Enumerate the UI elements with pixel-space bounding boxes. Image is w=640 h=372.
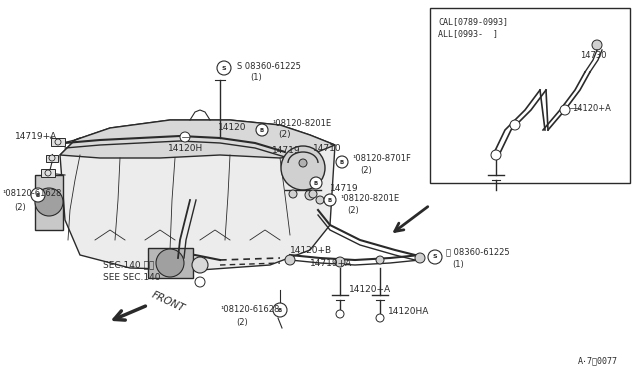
Text: 14120HA: 14120HA bbox=[388, 308, 429, 317]
Circle shape bbox=[217, 61, 231, 75]
Text: 14710: 14710 bbox=[313, 144, 342, 153]
Text: A⋅7：0077: A⋅7：0077 bbox=[578, 356, 618, 365]
Polygon shape bbox=[60, 120, 335, 158]
Text: ALL[0993-  ]: ALL[0993- ] bbox=[438, 29, 498, 38]
Circle shape bbox=[156, 249, 184, 277]
Text: S: S bbox=[433, 254, 437, 260]
Circle shape bbox=[305, 190, 315, 200]
Text: B: B bbox=[328, 198, 332, 202]
Polygon shape bbox=[60, 120, 335, 270]
Circle shape bbox=[180, 132, 190, 142]
Circle shape bbox=[324, 194, 336, 206]
Circle shape bbox=[289, 190, 297, 198]
Text: SEC.140 参照: SEC.140 参照 bbox=[103, 260, 154, 269]
Circle shape bbox=[415, 253, 425, 263]
Circle shape bbox=[336, 310, 344, 318]
Circle shape bbox=[428, 250, 442, 264]
Text: (2): (2) bbox=[347, 205, 359, 215]
Circle shape bbox=[316, 196, 324, 204]
Circle shape bbox=[510, 120, 520, 130]
Bar bbox=[430, 8, 630, 183]
Text: B: B bbox=[340, 160, 344, 164]
Text: CAL[0789-0993]: CAL[0789-0993] bbox=[438, 17, 508, 26]
Text: (2): (2) bbox=[360, 166, 372, 174]
Text: 14719+A: 14719+A bbox=[310, 259, 352, 267]
Circle shape bbox=[35, 188, 63, 216]
Text: S: S bbox=[221, 65, 227, 71]
Circle shape bbox=[491, 150, 501, 160]
Circle shape bbox=[45, 170, 51, 176]
Bar bbox=[46, 154, 58, 161]
Text: 14719: 14719 bbox=[272, 145, 301, 154]
Text: FRONT: FRONT bbox=[150, 290, 186, 314]
Text: 14120H: 14120H bbox=[168, 144, 204, 153]
Bar bbox=[148, 248, 193, 278]
Circle shape bbox=[256, 124, 268, 136]
Text: ¹08120-61628: ¹08120-61628 bbox=[220, 305, 280, 314]
Text: B: B bbox=[314, 180, 318, 186]
Circle shape bbox=[195, 277, 205, 287]
Circle shape bbox=[285, 255, 295, 265]
Text: Ⓢ 08360-61225: Ⓢ 08360-61225 bbox=[446, 247, 509, 257]
Circle shape bbox=[299, 159, 307, 167]
Text: 14120+A: 14120+A bbox=[349, 285, 391, 295]
Circle shape bbox=[273, 303, 287, 317]
Circle shape bbox=[376, 256, 384, 264]
Text: ¹08120-8201E: ¹08120-8201E bbox=[272, 119, 331, 128]
Text: ¹08120-8701F: ¹08120-8701F bbox=[352, 154, 411, 163]
Circle shape bbox=[281, 146, 325, 190]
Text: S 08360-61225: S 08360-61225 bbox=[237, 61, 301, 71]
Bar bbox=[41, 169, 55, 177]
Circle shape bbox=[592, 40, 602, 50]
Bar bbox=[35, 175, 63, 230]
Text: (2): (2) bbox=[236, 318, 248, 327]
Circle shape bbox=[55, 139, 61, 145]
Text: 14120+B: 14120+B bbox=[290, 246, 332, 254]
Text: 14719+A: 14719+A bbox=[15, 131, 57, 141]
Text: (2): (2) bbox=[14, 202, 26, 212]
Text: B: B bbox=[260, 128, 264, 132]
Text: (1): (1) bbox=[452, 260, 464, 269]
Text: 14730: 14730 bbox=[580, 51, 607, 60]
Text: 14120: 14120 bbox=[218, 122, 246, 131]
Circle shape bbox=[310, 177, 322, 189]
Circle shape bbox=[335, 257, 345, 267]
Text: 14719: 14719 bbox=[330, 183, 358, 192]
Circle shape bbox=[49, 155, 55, 161]
Bar bbox=[51, 138, 65, 146]
Text: ¹08120-61628: ¹08120-61628 bbox=[2, 189, 61, 198]
Circle shape bbox=[336, 156, 348, 168]
Text: B: B bbox=[36, 192, 40, 198]
Circle shape bbox=[192, 257, 208, 273]
Text: SEE SEC.140: SEE SEC.140 bbox=[103, 273, 161, 282]
Text: 14120+A: 14120+A bbox=[572, 103, 611, 112]
Circle shape bbox=[376, 314, 384, 322]
Circle shape bbox=[560, 105, 570, 115]
Text: B: B bbox=[278, 308, 282, 312]
Circle shape bbox=[309, 190, 317, 198]
Text: ¹08120-8201E: ¹08120-8201E bbox=[340, 193, 399, 202]
Circle shape bbox=[31, 188, 45, 202]
Text: (1): (1) bbox=[250, 73, 262, 81]
Text: (2): (2) bbox=[278, 129, 291, 138]
